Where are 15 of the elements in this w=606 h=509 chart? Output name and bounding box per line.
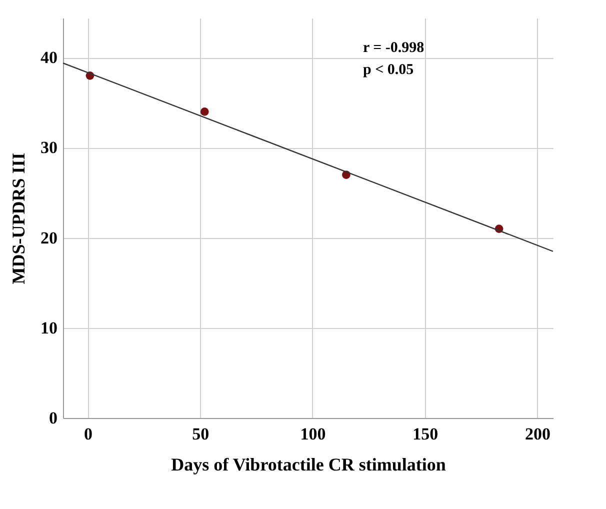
x-tick-label: 0 xyxy=(84,424,92,444)
y-tick-label: 10 xyxy=(40,318,58,338)
y-axis-title: MDS-UPDRS III xyxy=(8,152,28,284)
x-tick-label: 100 xyxy=(300,424,326,444)
y-tick-label: 0 xyxy=(49,408,58,428)
y-tick-label: 20 xyxy=(40,228,58,248)
x-tick-label: 150 xyxy=(412,424,438,444)
y-tick-label: 40 xyxy=(40,48,58,68)
x-tick-label: 50 xyxy=(192,424,210,444)
y-tick-label: 30 xyxy=(40,138,58,158)
annotation: p < 0.05 xyxy=(363,62,414,78)
x-tick-label: 200 xyxy=(525,424,551,444)
annotation: r = -0.998 xyxy=(363,40,424,56)
point xyxy=(200,108,209,116)
x-axis-title: Days of Vibrotactile CR stimulation xyxy=(171,454,446,474)
